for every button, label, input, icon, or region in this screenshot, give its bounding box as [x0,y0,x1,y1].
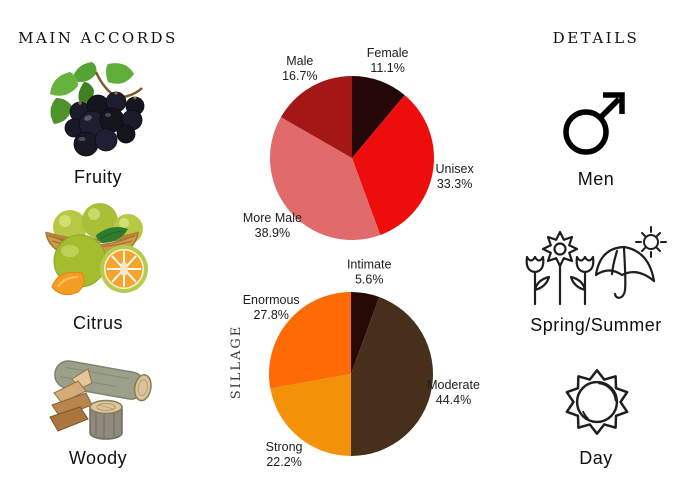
pie-label-more-male: More Male 38.9% [243,211,302,240]
woody-image [42,343,158,449]
pie-slice-moderate [351,297,434,456]
pie-slice-male [280,76,352,158]
pie-label-moderate: Moderate 44.4% [427,378,480,407]
sun-icon [551,356,643,448]
wood-logs-illustration [49,360,152,440]
blackcurrant-illustration [50,62,145,157]
mars-male-icon [557,84,627,158]
pie-label-female: Female 11.1% [367,46,409,75]
accord-label-woody: Woody [68,448,128,468]
pie-slice-enormous [269,292,351,389]
pie-slice-strong [270,374,351,456]
pie-label-strong: Strong 22.2% [266,440,303,469]
pie-label-male: Male 16.7% [282,54,317,83]
gender-pie-chart: Female 11.1% Unisex 33.3% More Male 38.9% Male… [243,46,475,241]
pie-label-intimate: Intimate 5.6% [347,258,392,287]
details-header: DETAILS [552,29,640,47]
main-accords-header: MAIN ACCORDS [18,29,178,47]
sillage-pie-chart: Intimate 5.6% Moderate 44.4% Strong 22.2% Enor… [243,258,480,469]
pie-slice-unisex [352,95,434,235]
detail-label-spring-summer: Spring/Summer [530,315,662,335]
detail-label-day: Day [579,448,613,468]
detail-label-men: Men [577,169,615,189]
citrus-image [40,197,158,303]
blackcurrant-image [42,56,156,164]
pie-label-enormous: Enormous 27.8% [243,293,300,322]
pie-slice-female [352,76,405,158]
pie-slice-more-male [269,117,381,241]
accord-label-citrus: Citrus [72,313,123,333]
flowers-umbrella-sun-icon [520,224,670,310]
accord-label-fruity: Fruity [74,167,122,187]
citrus-illustration [44,203,148,296]
pie-label-unisex: Unisex 33.3% [435,162,474,191]
pie-slice-intimate [351,292,380,374]
